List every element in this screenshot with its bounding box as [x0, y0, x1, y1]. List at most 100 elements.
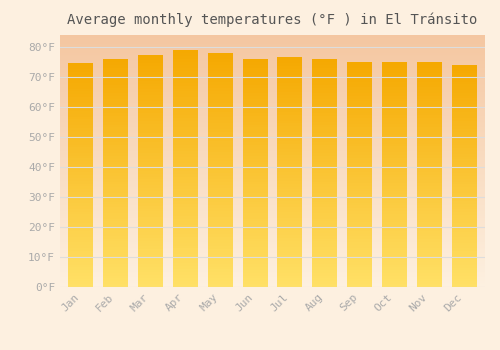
Bar [138, 116, 163, 118]
Bar [416, 205, 442, 208]
Bar [208, 202, 233, 205]
Bar [416, 281, 442, 284]
Bar [60, 175, 485, 176]
Bar [68, 181, 94, 184]
Bar [138, 243, 163, 246]
Bar [278, 112, 302, 115]
Bar [68, 192, 94, 195]
Bar [416, 82, 442, 84]
Bar [347, 155, 372, 158]
Bar [60, 150, 485, 151]
Bar [382, 276, 407, 279]
Bar [60, 204, 485, 205]
Bar [60, 69, 485, 70]
Bar [278, 198, 302, 201]
Bar [173, 115, 198, 118]
Bar [60, 144, 485, 145]
Bar [382, 121, 407, 124]
Bar [60, 116, 485, 117]
Bar [103, 82, 128, 85]
Bar [68, 187, 94, 189]
Bar [173, 269, 198, 272]
Bar [68, 77, 94, 80]
Bar [278, 184, 302, 187]
Bar [382, 239, 407, 242]
Bar [416, 279, 442, 281]
Bar [242, 199, 268, 202]
Bar [416, 127, 442, 130]
Bar [103, 136, 128, 139]
Bar [173, 148, 198, 151]
Bar [60, 234, 485, 235]
Bar [278, 258, 302, 261]
Bar [312, 207, 338, 210]
Bar [60, 267, 485, 268]
Bar [60, 216, 485, 218]
Bar [173, 172, 198, 174]
Bar [382, 79, 407, 82]
Bar [68, 119, 94, 122]
Bar [60, 199, 485, 200]
Bar [452, 201, 476, 204]
Bar [312, 133, 338, 136]
Bar [103, 173, 128, 176]
Bar [60, 214, 485, 215]
Bar [60, 222, 485, 223]
Bar [278, 267, 302, 270]
Bar [68, 276, 94, 279]
Bar [312, 196, 338, 199]
Bar [68, 220, 94, 223]
Bar [103, 116, 128, 119]
Bar [138, 92, 163, 95]
Bar [60, 230, 485, 232]
Bar [60, 252, 485, 253]
Bar [138, 235, 163, 238]
Bar [138, 246, 163, 249]
Bar [68, 66, 94, 69]
Bar [242, 196, 268, 199]
Bar [312, 284, 338, 287]
Bar [68, 228, 94, 231]
Bar [208, 147, 233, 149]
Bar [312, 227, 338, 230]
Bar [173, 97, 198, 100]
Bar [347, 203, 372, 205]
Bar [347, 222, 372, 225]
Bar [312, 281, 338, 284]
Bar [60, 282, 485, 283]
Bar [452, 159, 476, 162]
Bar [312, 230, 338, 233]
Bar [68, 206, 94, 209]
Bar [452, 195, 476, 198]
Bar [60, 94, 485, 96]
Bar [452, 204, 476, 206]
Bar [173, 177, 198, 180]
Bar [278, 235, 302, 238]
Bar [138, 80, 163, 84]
Bar [60, 103, 485, 104]
Bar [242, 150, 268, 153]
Title: Average monthly temperatures (°F ) in El Tránsito: Average monthly temperatures (°F ) in El… [68, 12, 478, 27]
Bar [138, 272, 163, 275]
Bar [60, 262, 485, 263]
Bar [242, 222, 268, 224]
Bar [312, 273, 338, 275]
Bar [347, 110, 372, 113]
Bar [68, 234, 94, 237]
Bar [60, 122, 485, 123]
Bar [60, 74, 485, 75]
Bar [173, 272, 198, 275]
Bar [452, 170, 476, 173]
Bar [103, 184, 128, 187]
Bar [173, 231, 198, 234]
Bar [60, 54, 485, 55]
Bar [278, 215, 302, 218]
Bar [416, 160, 442, 163]
Bar [416, 214, 442, 217]
Bar [312, 156, 338, 159]
Bar [60, 161, 485, 162]
Bar [103, 176, 128, 179]
Bar [347, 214, 372, 217]
Bar [138, 133, 163, 136]
Bar [416, 217, 442, 219]
